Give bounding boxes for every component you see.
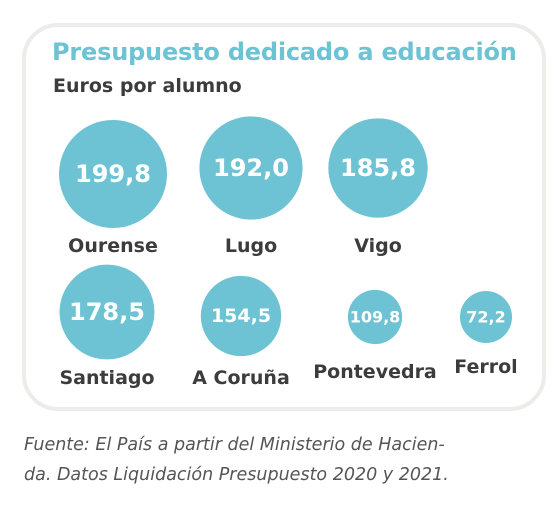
bubble-ferrol (460, 291, 512, 343)
bubble-vigo (328, 118, 428, 218)
value-label-lugo: 192,0 (213, 154, 289, 182)
bubble-pontevedra (347, 289, 403, 345)
bubble-ourense (59, 120, 167, 228)
category-label-lugo: Lugo (225, 235, 277, 257)
source-caption-line-2: da. Datos Liquidación Presupuesto 2020 y… (24, 465, 449, 485)
value-label-ourense: 199,8 (75, 160, 151, 188)
bubble-a-coruna (200, 275, 282, 357)
value-label-vigo: 185,8 (340, 154, 416, 182)
value-label-a-coruna: 154,5 (211, 305, 271, 327)
category-label-ferrol: Ferrol (454, 356, 517, 378)
category-label-ourense: Ourense (68, 235, 158, 257)
source-caption: Fuente: El País a partir del Ministerio … (24, 430, 544, 490)
category-label-vigo: Vigo (354, 235, 402, 257)
chart-subtitle: Euros por alumno (53, 75, 242, 97)
category-label-a-coruna: A Coruña (192, 367, 290, 389)
source-caption-line-1: Fuente: El País a partir del Ministerio … (24, 435, 445, 455)
bubble-santiago (59, 264, 155, 360)
value-label-pontevedra: 109,8 (350, 308, 401, 327)
value-label-ferrol: 72,2 (466, 308, 505, 327)
category-label-pontevedra: Pontevedra (313, 361, 437, 383)
chart-title: Presupuesto dedicado a educación (52, 38, 517, 66)
category-label-santiago: Santiago (59, 367, 154, 389)
value-label-santiago: 178,5 (69, 298, 145, 326)
bubble-lugo (199, 116, 303, 220)
